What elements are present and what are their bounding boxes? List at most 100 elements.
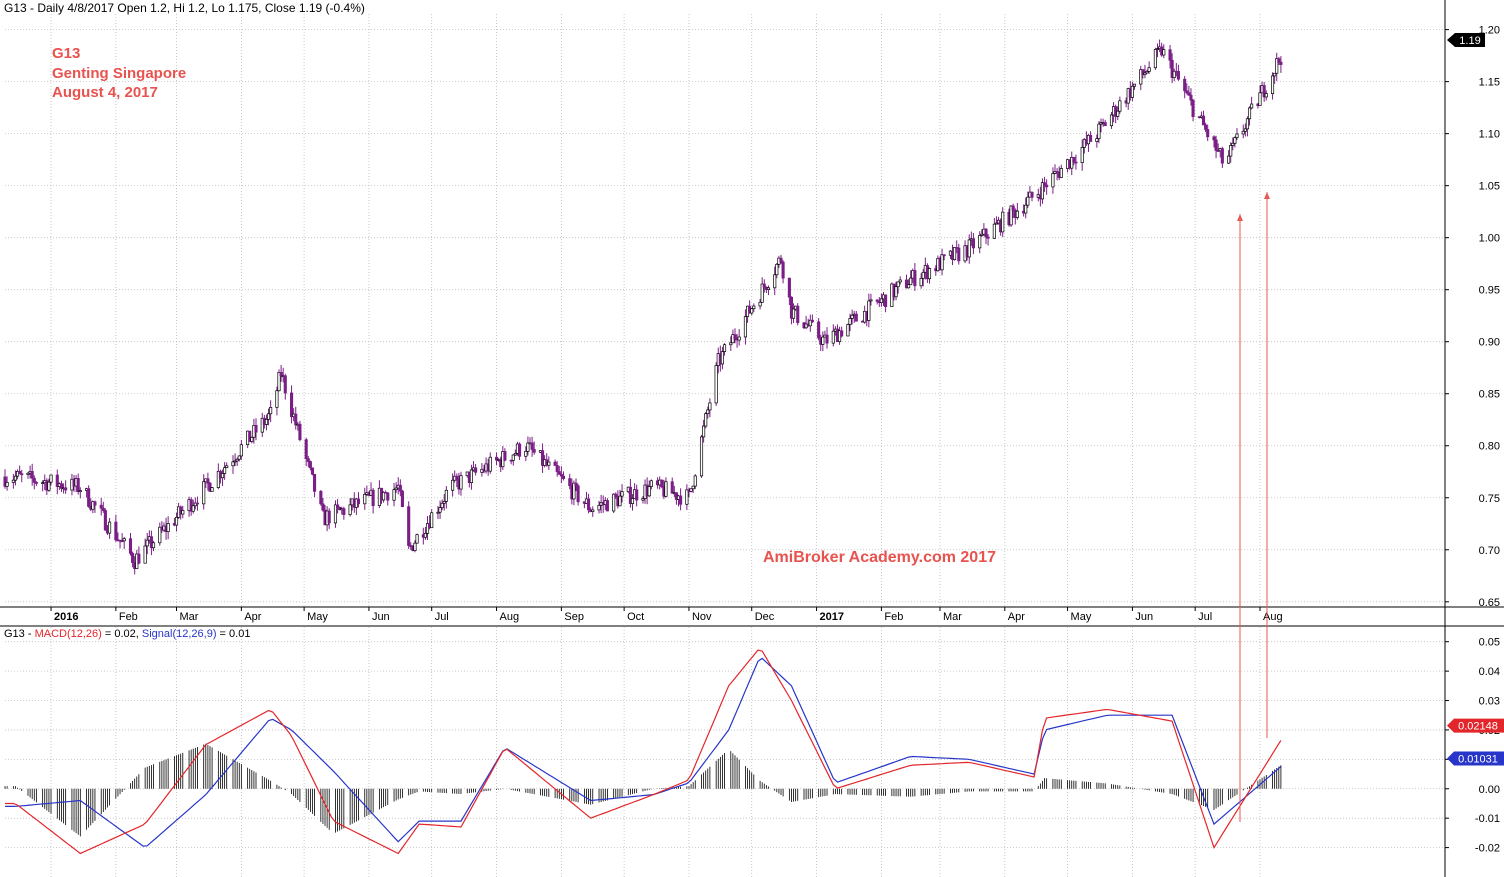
candle-body bbox=[597, 504, 601, 511]
candle bbox=[530, 436, 534, 457]
candle-body bbox=[1145, 71, 1149, 74]
candle-body bbox=[1059, 168, 1063, 178]
price-y-tick-label: 0.90 bbox=[1479, 337, 1500, 349]
candle-body bbox=[76, 478, 80, 493]
candle bbox=[605, 498, 609, 512]
candle bbox=[5, 476, 9, 491]
candle bbox=[574, 478, 578, 492]
candle-body bbox=[277, 371, 281, 392]
candle-body bbox=[1273, 72, 1277, 77]
candle-body bbox=[304, 439, 308, 459]
candle bbox=[386, 492, 390, 506]
candle bbox=[691, 485, 695, 494]
watermark: AmiBroker Academy.com 2017 bbox=[763, 549, 996, 566]
candle bbox=[614, 492, 618, 499]
candle bbox=[685, 484, 689, 510]
macd-y-tick-label: -0.01 bbox=[1475, 813, 1500, 825]
candle-body bbox=[400, 490, 404, 508]
annotation-symbol: G13 bbox=[52, 45, 81, 62]
candle-body bbox=[869, 299, 873, 302]
candle-body bbox=[269, 406, 273, 415]
x-tick-label: 2017 bbox=[820, 611, 844, 623]
candle bbox=[854, 311, 858, 322]
candle-body bbox=[708, 402, 712, 411]
candle-body bbox=[875, 299, 879, 302]
candle-body bbox=[438, 507, 442, 513]
candle bbox=[143, 538, 147, 564]
candle bbox=[231, 455, 235, 474]
candle bbox=[992, 218, 996, 240]
candle-body bbox=[93, 501, 97, 506]
candle bbox=[555, 461, 559, 477]
candle bbox=[647, 480, 651, 498]
candle-body bbox=[720, 351, 724, 365]
candle-body bbox=[775, 263, 779, 276]
candle-body bbox=[831, 330, 835, 344]
candle-body bbox=[614, 493, 618, 498]
candle bbox=[714, 362, 718, 406]
candle bbox=[817, 318, 821, 341]
last-price-marker bbox=[1447, 33, 1485, 48]
candle-body bbox=[394, 487, 398, 491]
candle bbox=[1055, 168, 1059, 181]
candle-body bbox=[290, 392, 294, 418]
x-tick-label: Feb bbox=[119, 611, 138, 623]
candle-body bbox=[1270, 75, 1275, 94]
candle bbox=[526, 436, 530, 456]
candle-body bbox=[108, 521, 112, 534]
candle bbox=[704, 412, 708, 429]
candle bbox=[706, 406, 710, 419]
arrow-crossover-head bbox=[1237, 214, 1243, 221]
candle bbox=[371, 488, 375, 514]
candle-body bbox=[660, 479, 664, 488]
candle-body bbox=[336, 504, 340, 508]
candle bbox=[909, 270, 913, 286]
arrow-breakout-head bbox=[1264, 192, 1270, 199]
candle-body bbox=[846, 324, 850, 337]
candle bbox=[248, 430, 252, 442]
candle bbox=[1189, 88, 1193, 106]
candle bbox=[394, 482, 398, 493]
candle bbox=[1270, 72, 1275, 100]
candle-body bbox=[342, 508, 346, 515]
candle bbox=[679, 488, 683, 511]
candle-body bbox=[260, 417, 264, 433]
candle-body bbox=[879, 298, 883, 303]
candle bbox=[620, 484, 624, 503]
candle-body bbox=[1130, 85, 1134, 98]
candle-body bbox=[87, 488, 91, 507]
signal-header-value: = 0.01 bbox=[216, 628, 251, 640]
candle-body bbox=[469, 469, 473, 484]
candle bbox=[423, 526, 427, 540]
candle-body bbox=[47, 481, 51, 491]
candle bbox=[869, 293, 873, 306]
candle bbox=[1243, 123, 1247, 137]
candle-body bbox=[254, 425, 258, 433]
candle-body bbox=[641, 498, 645, 501]
candle bbox=[3, 469, 7, 489]
candle bbox=[260, 412, 264, 437]
candle bbox=[553, 459, 557, 466]
candle-body bbox=[233, 460, 237, 463]
candle bbox=[1132, 83, 1137, 90]
candle bbox=[459, 471, 463, 496]
candle bbox=[517, 442, 522, 460]
candle-body bbox=[231, 461, 235, 467]
candle bbox=[980, 229, 984, 237]
candle bbox=[984, 228, 988, 245]
candle bbox=[1139, 65, 1143, 91]
candle bbox=[425, 515, 430, 540]
candle bbox=[867, 293, 871, 328]
candle bbox=[994, 216, 998, 225]
candle-body bbox=[151, 542, 156, 549]
candle-body bbox=[840, 330, 844, 337]
candle-body bbox=[1206, 129, 1210, 138]
candle bbox=[808, 314, 812, 332]
candle-body bbox=[587, 498, 591, 511]
candle bbox=[1201, 110, 1206, 126]
candle bbox=[597, 500, 601, 514]
candle bbox=[722, 343, 727, 356]
candle-body bbox=[440, 502, 444, 509]
candle bbox=[1155, 43, 1160, 58]
candle bbox=[789, 296, 794, 325]
